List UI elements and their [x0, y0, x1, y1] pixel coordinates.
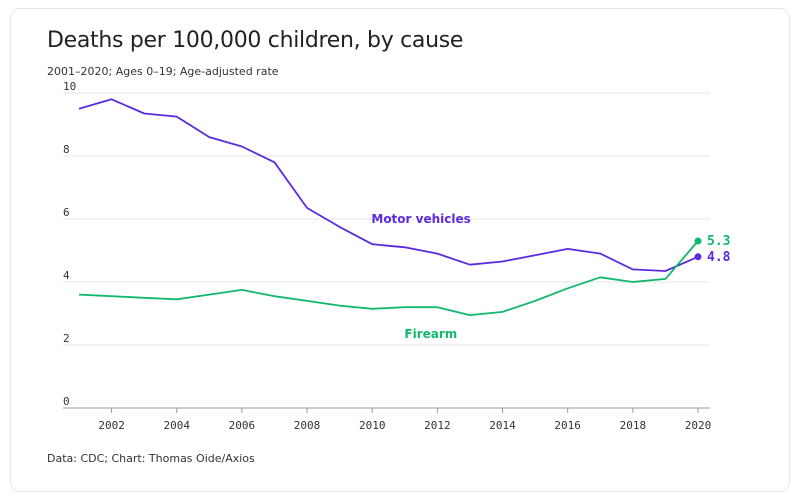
- y-tick-label: 6: [63, 206, 70, 219]
- firearm-series-label: Firearm: [404, 327, 457, 341]
- y-tick-label: 10: [63, 80, 76, 93]
- y-tick-label: 0: [63, 395, 70, 408]
- firearm-end-point: [694, 237, 702, 245]
- chart-title: Deaths per 100,000 children, by cause: [47, 28, 464, 53]
- firearm-line: [78, 240, 699, 317]
- x-tick-label: 2008: [294, 419, 321, 432]
- chart-subtitle: 2001–2020; Ages 0–19; Age-adjusted rate: [47, 65, 279, 78]
- y-tick-label: 8: [63, 143, 70, 156]
- x-tick-label: 2010: [359, 419, 386, 432]
- x-tick-label: 2018: [620, 419, 647, 432]
- x-tick-label: 2020: [685, 419, 712, 432]
- chart-card: [10, 8, 790, 492]
- motor-vehicles-end-point: [694, 253, 702, 261]
- x-tick-label: 2002: [98, 419, 125, 432]
- motor-vehicles-line: [78, 98, 699, 272]
- x-tick-label: 2014: [489, 419, 516, 432]
- motor-vehicles-end-label: 4.8: [707, 250, 731, 265]
- x-tick-label: 2012: [424, 419, 451, 432]
- chart-source: Data: CDC; Chart: Thomas Oide/Axios: [47, 452, 255, 465]
- motor-vehicles-series-label: Motor vehicles: [371, 212, 470, 226]
- y-tick-label: 2: [63, 332, 70, 345]
- y-tick-label: 4: [63, 269, 70, 282]
- x-tick-label: 2004: [163, 419, 190, 432]
- x-tick-label: 2016: [554, 419, 581, 432]
- x-tick-label: 2006: [229, 419, 256, 432]
- firearm-end-label: 5.3: [707, 234, 730, 249]
